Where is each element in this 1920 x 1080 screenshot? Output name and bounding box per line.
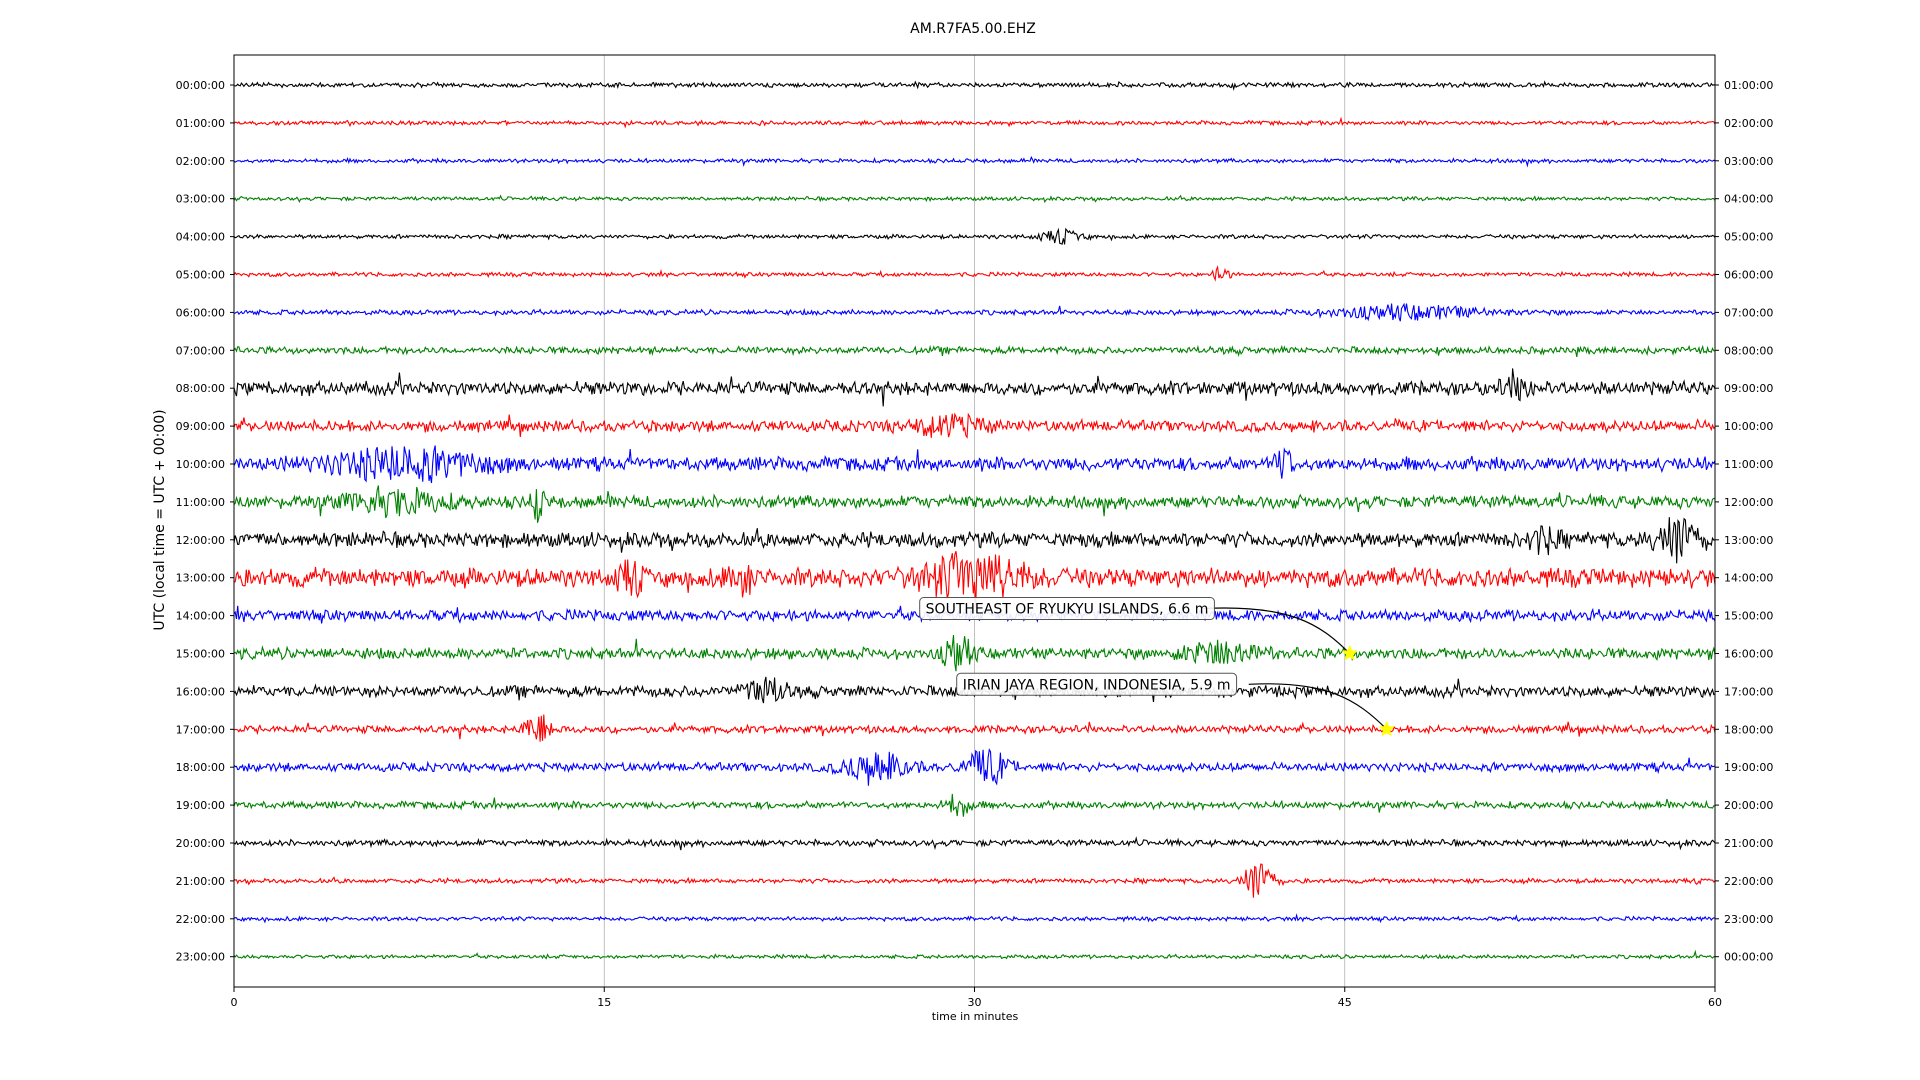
y-tick-label-right: 02:00:00: [1724, 117, 1773, 130]
y-tick-label-left: 10:00:00: [176, 458, 225, 471]
y-tick-label-left: 09:00:00: [176, 420, 225, 433]
grid-lines: [603, 55, 1346, 987]
y-tick-label-left: 18:00:00: [176, 761, 225, 774]
seismic-trace: [233, 80, 1716, 92]
seismic-trace: [233, 412, 1716, 439]
seismic-trace: [233, 445, 1716, 484]
y-tick-label-right: 00:00:00: [1724, 951, 1773, 964]
y-axis-label: UTC (local time = UTC + 00:00): [152, 409, 168, 630]
x-tick-label: 15: [597, 996, 611, 1009]
annotation-box: [956, 672, 1238, 696]
seismic-trace: [233, 368, 1716, 407]
y-tick-label-right: 18:00:00: [1724, 723, 1773, 736]
seismic-trace: [233, 194, 1716, 204]
y-tick-label-left: 12:00:00: [176, 534, 225, 547]
y-tick-label-left: 06:00:00: [176, 306, 225, 319]
seismic-trace: [233, 793, 1716, 817]
y-tick-label-right: 10:00:00: [1724, 420, 1773, 433]
y-tick-label-left: 22:00:00: [176, 913, 225, 926]
x-tick-label: 0: [231, 996, 238, 1009]
y-tick-label-left: 16:00:00: [176, 685, 225, 698]
y-tick-label-left: 08:00:00: [176, 382, 225, 395]
seismic-trace: [233, 863, 1716, 898]
event-star-marker: [1341, 644, 1358, 661]
y-tick-label-left: 03:00:00: [176, 193, 225, 206]
y-tick-label-left: 02:00:00: [176, 155, 225, 168]
y-tick-label-right: 05:00:00: [1724, 231, 1773, 244]
y-tick-label-right: 09:00:00: [1724, 382, 1773, 395]
y-tick-label-right: 12:00:00: [1724, 496, 1773, 509]
right-tick-labels: 01:00:00 02:00:00 03:00:00 04:00:00 05:00:00…: [1715, 79, 1773, 964]
y-tick-label-right: 03:00:00: [1724, 155, 1773, 168]
y-tick-label-left: 19:00:00: [176, 799, 225, 812]
seismic-trace: [233, 748, 1716, 786]
y-tick-label-left: 23:00:00: [176, 951, 225, 964]
seismic-trace: [233, 302, 1716, 322]
y-tick-label-left: 20:00:00: [176, 837, 225, 850]
seismic-trace: [233, 551, 1716, 608]
y-tick-label-left: 13:00:00: [176, 572, 225, 585]
y-tick-label-right: 15:00:00: [1724, 610, 1773, 623]
seismic-trace: [233, 517, 1716, 564]
y-tick-label-right: 21:00:00: [1724, 837, 1773, 850]
y-tick-label-right: 04:00:00: [1724, 193, 1773, 206]
seismic-trace: [233, 227, 1716, 245]
left-tick-labels: 00:00:00 01:00:00 02:00:00 03:00:00 04:00:00…: [176, 79, 234, 964]
y-tick-label-left: 01:00:00: [176, 117, 225, 130]
annotation-connector: [1203, 607, 1351, 654]
annotation-text: IRIAN JAYA REGION, INDONESIA, 5.9 m: [963, 677, 1231, 693]
y-tick-label-right: 08:00:00: [1724, 344, 1773, 357]
y-tick-label-left: 00:00:00: [176, 79, 225, 92]
plot-frame: [233, 54, 1716, 988]
y-tick-label-left: 04:00:00: [176, 231, 225, 244]
seismic-trace: [233, 155, 1716, 168]
y-tick-label-right: 07:00:00: [1724, 306, 1773, 319]
event-annotation: IRIAN JAYA REGION, INDONESIA, 5.9 m: [956, 672, 1395, 737]
seismic-trace: [233, 913, 1716, 924]
y-tick-label-left: 11:00:00: [176, 496, 225, 509]
x-tick-label: 30: [968, 996, 982, 1009]
x-ticks: 0 15 30 45 60: [231, 987, 1722, 1009]
y-tick-label-left: 17:00:00: [176, 723, 225, 736]
y-tick-label-left: 15:00:00: [176, 648, 225, 661]
annotation-connector: [1248, 683, 1388, 730]
y-tick-label-left: 14:00:00: [176, 610, 225, 623]
seismic-trace: [233, 676, 1716, 704]
x-axis-label: time in minutes: [932, 1010, 1019, 1023]
seismic-trace: [233, 344, 1716, 358]
y-tick-label-right: 22:00:00: [1724, 875, 1773, 888]
seismic-trace: [233, 836, 1716, 851]
seismic-trace: [233, 485, 1716, 523]
y-tick-label-left: 07:00:00: [176, 344, 225, 357]
annotation-box: [919, 597, 1215, 620]
y-tick-label-right: 23:00:00: [1724, 913, 1773, 926]
seismic-trace: [233, 949, 1716, 961]
y-tick-label-right: 19:00:00: [1724, 761, 1773, 774]
seismic-trace: [233, 634, 1716, 672]
x-tick-label: 60: [1708, 996, 1722, 1009]
annotation-text: SOUTHEAST OF RYUKYU ISLANDS, 6.6 m: [926, 602, 1209, 618]
seismic-trace: [233, 116, 1716, 129]
seismic-trace: [233, 265, 1716, 282]
y-tick-label-left: 21:00:00: [176, 875, 225, 888]
y-tick-label-right: 01:00:00: [1724, 79, 1773, 92]
y-tick-label-right: 17:00:00: [1724, 685, 1773, 698]
y-tick-label-right: 06:00:00: [1724, 269, 1773, 282]
x-tick-label: 45: [1338, 996, 1352, 1009]
y-tick-label-right: 13:00:00: [1724, 534, 1773, 547]
seismic-trace: [233, 714, 1716, 742]
event-annotation: SOUTHEAST OF RYUKYU ISLANDS, 6.6 m: [919, 597, 1358, 661]
y-tick-label-left: 05:00:00: [176, 269, 225, 282]
annotations: SOUTHEAST OF RYUKYU ISLANDS, 6.6 m IRIAN …: [919, 597, 1395, 737]
event-star-marker: [1378, 720, 1395, 737]
y-tick-label-right: 20:00:00: [1724, 799, 1773, 812]
chart-title: AM.R7FA5.00.EHZ: [910, 21, 1036, 37]
y-tick-label-right: 11:00:00: [1724, 458, 1773, 471]
y-tick-label-right: 16:00:00: [1724, 648, 1773, 661]
y-tick-label-right: 14:00:00: [1724, 572, 1773, 585]
